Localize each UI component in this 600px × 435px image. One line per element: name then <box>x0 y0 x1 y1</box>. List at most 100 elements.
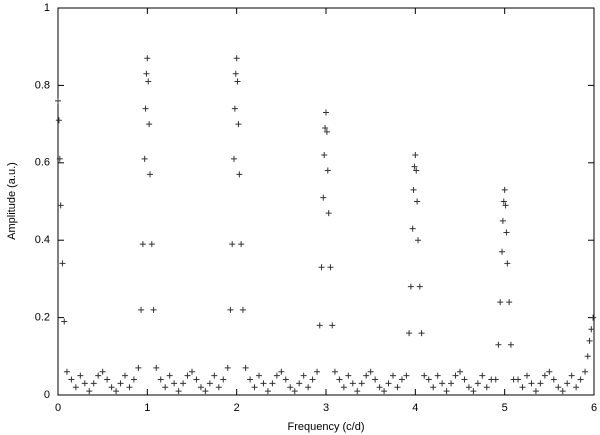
data-point <box>229 241 236 248</box>
data-point <box>278 368 285 375</box>
data-point <box>590 314 597 321</box>
data-point <box>264 388 271 395</box>
data-point <box>122 372 128 379</box>
data-point <box>568 372 575 379</box>
data-point <box>144 55 151 62</box>
data-point <box>184 372 191 379</box>
data-point <box>588 326 595 333</box>
data-point <box>411 163 418 170</box>
data-point <box>260 380 267 387</box>
data-point <box>550 376 557 383</box>
data-point <box>148 241 155 248</box>
data-point <box>59 260 66 267</box>
data-point <box>555 384 562 391</box>
data-point <box>318 264 325 271</box>
data-point <box>492 376 499 383</box>
data-point <box>372 376 379 383</box>
data-point <box>236 171 243 178</box>
data-point <box>61 318 68 325</box>
data-point <box>171 380 178 387</box>
data-point <box>381 388 388 395</box>
data-point <box>206 380 213 387</box>
data-point <box>573 384 580 391</box>
data-point <box>329 322 336 329</box>
data-point <box>224 364 231 371</box>
x-axis-label: Frequency (c/d) <box>287 421 364 433</box>
y-tick-label: 0 <box>44 389 50 401</box>
data-point <box>143 70 150 77</box>
data-point <box>202 388 209 395</box>
data-point <box>349 380 356 387</box>
data-point <box>72 384 79 391</box>
data-point <box>497 299 504 306</box>
data-point <box>251 384 258 391</box>
data-point <box>504 260 511 267</box>
data-point <box>324 167 331 174</box>
data-point <box>227 306 234 313</box>
data-point <box>282 376 289 383</box>
data-point <box>345 372 352 379</box>
data-point <box>443 388 450 395</box>
data-point <box>470 388 477 395</box>
data-point <box>501 186 508 193</box>
data-point <box>314 368 321 375</box>
data-point <box>414 198 421 205</box>
data-point <box>452 372 459 379</box>
data-point <box>147 171 154 178</box>
data-point <box>238 241 245 248</box>
data-point <box>515 376 522 383</box>
data-point <box>541 372 548 379</box>
x-tick-label: 2 <box>234 402 240 414</box>
data-point <box>434 372 441 379</box>
data-point <box>546 368 553 375</box>
data-point <box>305 384 312 391</box>
data-point <box>415 237 422 244</box>
y-tick-label: 0.6 <box>35 157 50 169</box>
data-point <box>385 380 392 387</box>
data-point <box>316 322 323 329</box>
data-point <box>145 78 152 85</box>
data-point <box>126 384 133 391</box>
x-tick-label: 0 <box>55 402 61 414</box>
data-point <box>499 217 506 224</box>
data-point <box>323 109 329 116</box>
data-point <box>247 376 254 383</box>
data-point <box>430 384 437 391</box>
data-point <box>340 384 347 391</box>
data-point <box>309 376 316 383</box>
x-tick-label: 4 <box>412 402 418 414</box>
data-point <box>157 376 164 383</box>
data-point <box>410 186 417 193</box>
data-point <box>519 384 526 391</box>
data-point <box>354 388 361 395</box>
data-point <box>108 384 115 391</box>
y-tick-label: 0.8 <box>35 79 50 91</box>
data-point <box>141 155 148 162</box>
data-point <box>135 364 142 371</box>
data-point <box>139 241 146 248</box>
data-point <box>55 97 61 104</box>
data-point <box>86 388 93 395</box>
data-point <box>403 372 410 379</box>
data-point <box>300 372 307 379</box>
data-point <box>416 283 423 290</box>
data-point <box>358 380 365 387</box>
data-point <box>239 306 246 313</box>
data-point <box>162 384 169 391</box>
data-point <box>180 380 187 387</box>
data-point <box>56 155 63 162</box>
data-point <box>142 105 149 112</box>
data-point <box>479 372 486 379</box>
data-point <box>398 376 405 383</box>
data-point <box>291 388 298 395</box>
data-point <box>495 341 502 348</box>
data-point <box>528 380 535 387</box>
data-point <box>320 194 327 201</box>
data-point <box>90 380 97 387</box>
data-point <box>425 376 432 383</box>
data-point <box>524 372 530 379</box>
data-point <box>130 376 137 383</box>
data-point <box>559 388 566 395</box>
data-point <box>256 372 262 379</box>
